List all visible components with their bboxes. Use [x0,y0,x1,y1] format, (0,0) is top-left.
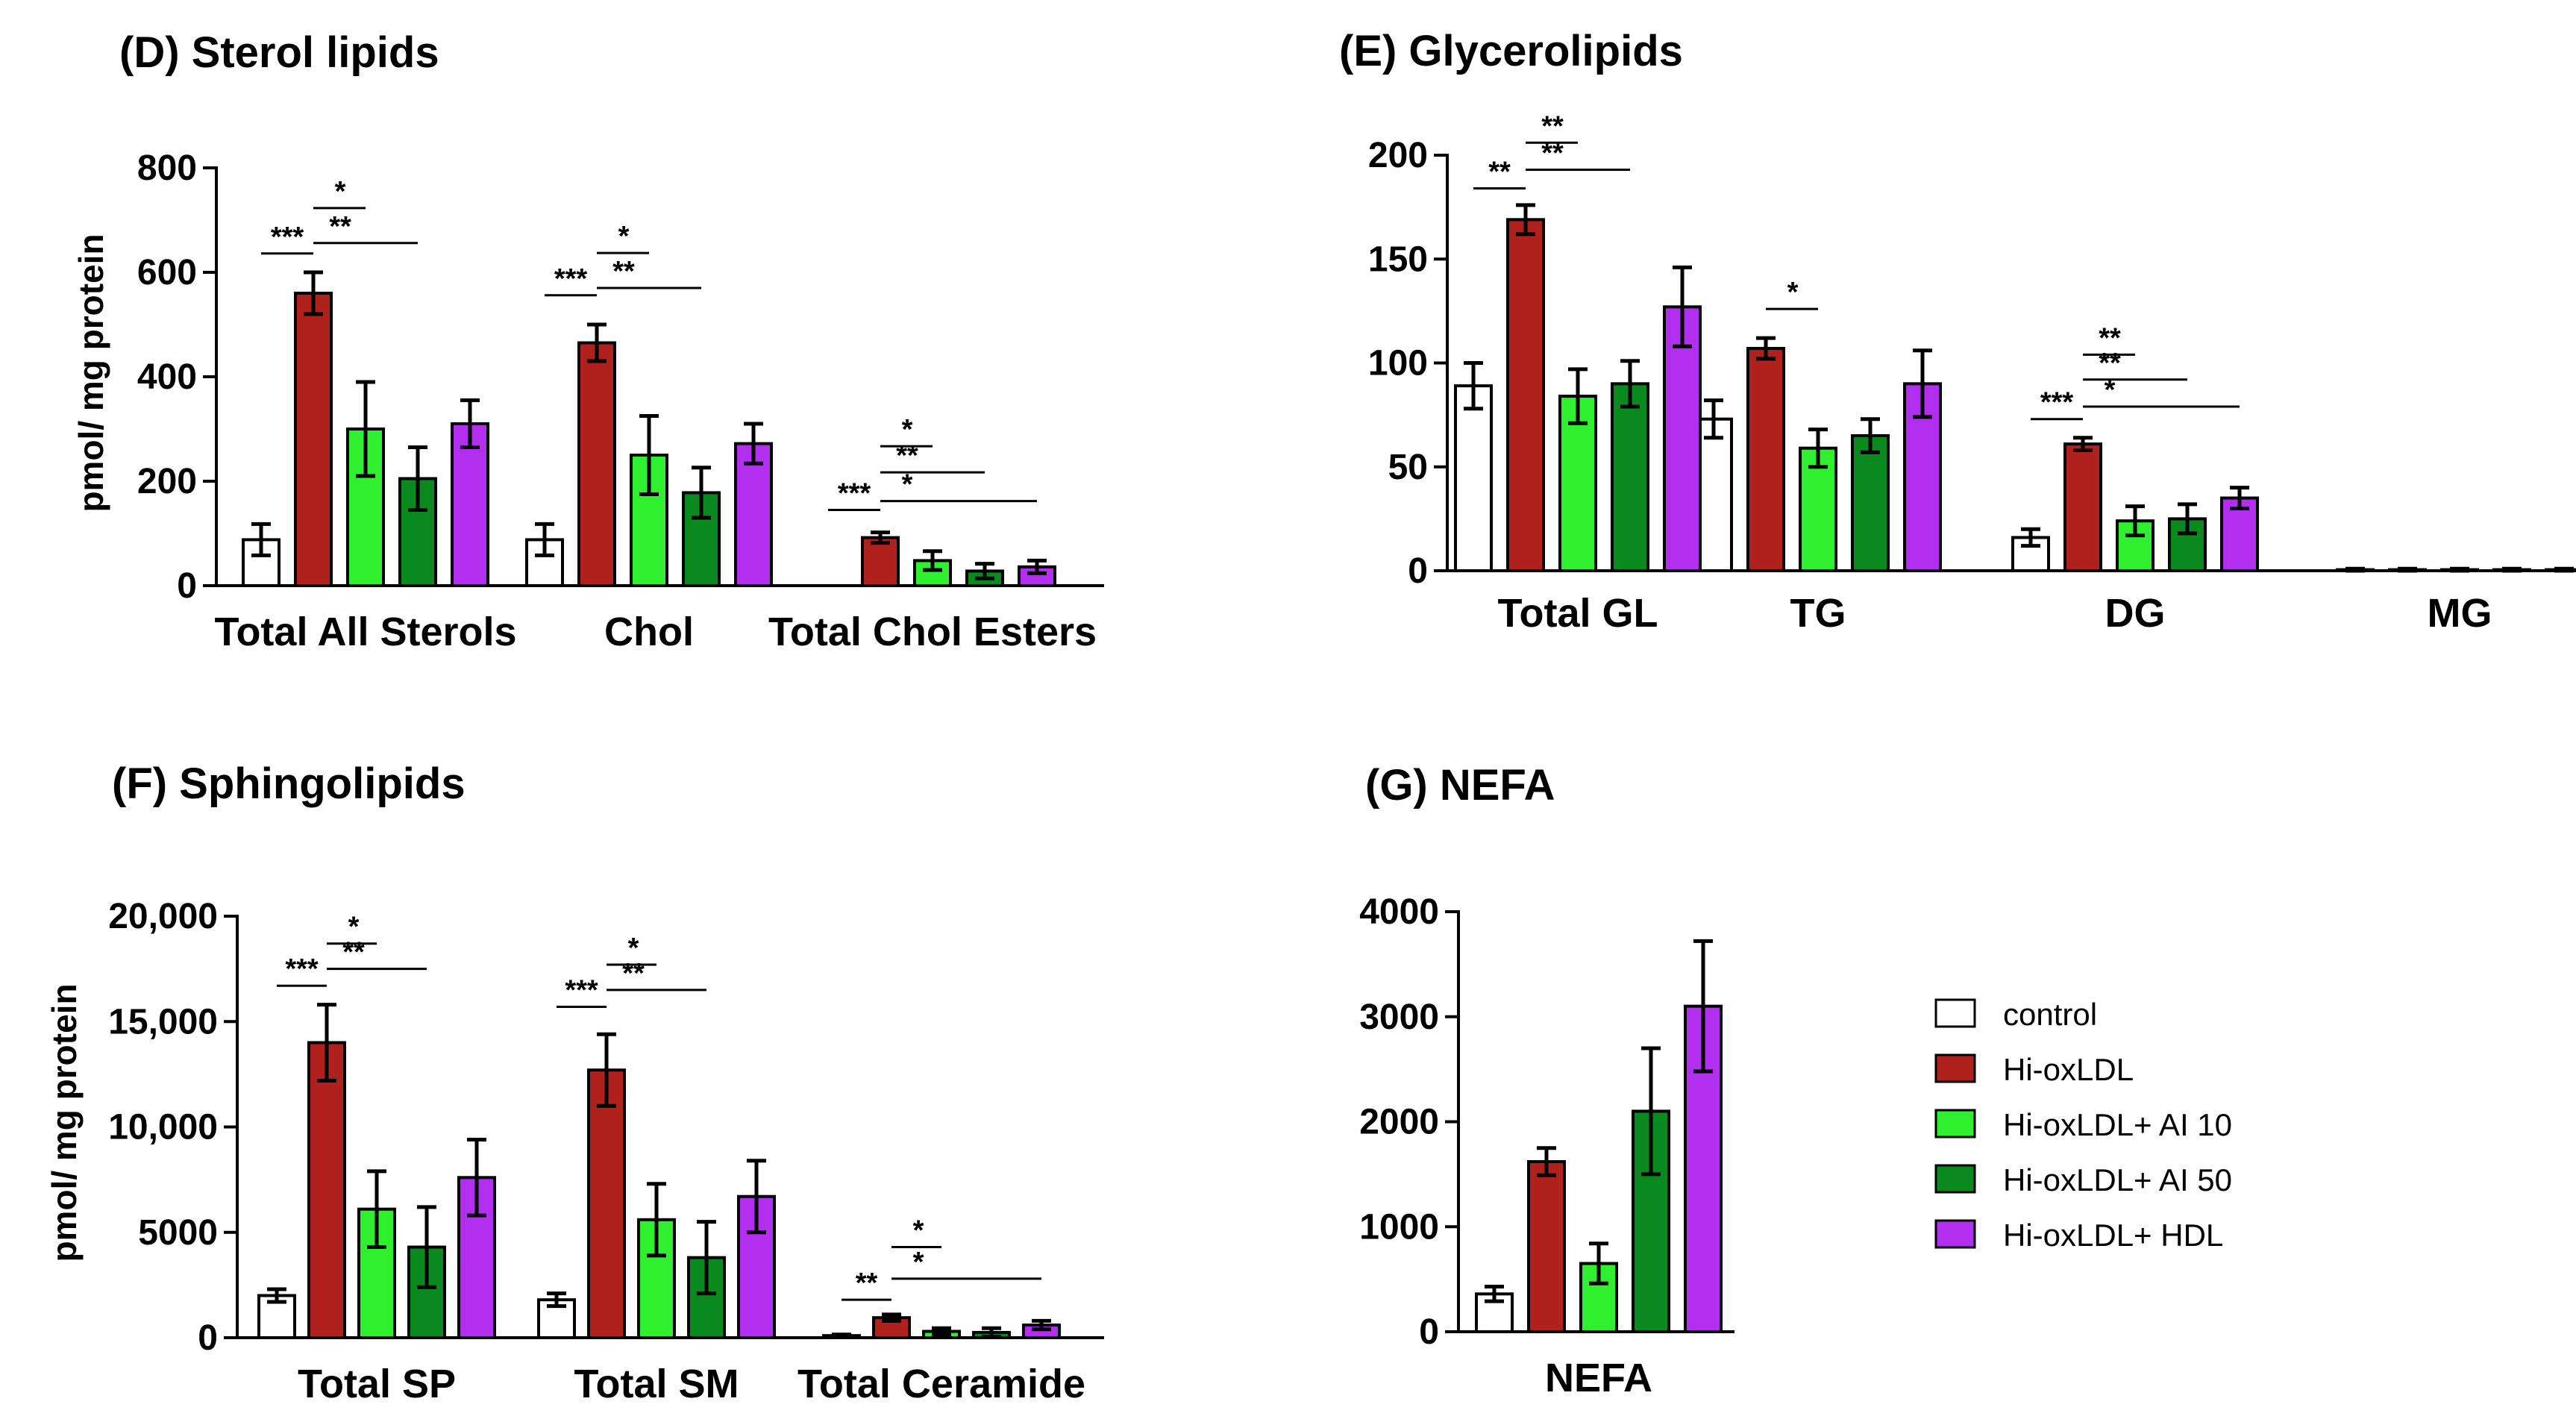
legend-swatch-hdl [1934,1219,1976,1249]
x-category-label-nefa: NEFA [1545,1356,1652,1400]
significance-label: ** [856,1268,878,1299]
significance-label: ** [896,440,918,472]
x-category-label-chol: Chol [604,610,694,654]
legend-swatch-hi-oxldl [1934,1053,1976,1083]
bar-total-ceramide-hi-oxldl [872,1316,911,1339]
y-axis-label: pmol/ mg protein [45,983,84,1262]
significance-label: * [628,933,639,964]
x-category-label-total-chol-esters: Total Chol Esters [768,610,1097,654]
significance-label: *** [285,953,319,985]
legend-swatch-ai10 [1934,1109,1976,1139]
y-tick-label: 100 [1368,344,1428,383]
legend-label-hi-oxldl: Hi-oxLDL [2003,1052,2134,1087]
panel-sphingolipids: (F) Sphingolipids pmol/ mg protein 0 5000… [45,760,1104,1406]
y-tick-label: 2000 [1359,1103,1439,1142]
x-category-label-total-ceramide: Total Ceramide [797,1362,1085,1406]
significance-label: *** [554,263,588,295]
x-category-label-total-all-sterols: Total All Sterols [214,610,516,654]
y-tick-label: 0 [177,566,197,606]
significance-label: ** [2099,322,2121,354]
y-tick-label: 3000 [1359,998,1439,1037]
legend: control Hi-oxLDL Hi-oxLDL+ AI 10 Hi-oxLD… [1934,997,2232,1253]
y-tick-label: 5000 [138,1213,218,1253]
y-axis-label: pmol/ mg protein [72,234,110,512]
bar-total-gl-hi-oxldl [1506,218,1545,572]
y-tick-label: 200 [1368,136,1428,175]
legend-label-ai10: Hi-oxLDL+ AI 10 [2003,1107,2232,1142]
bar-nefa-hi-oxldl [1527,1159,1566,1333]
y-tick-label: 50 [1388,448,1428,487]
y-tick-label: 0 [1419,1312,1439,1352]
significance-label: ** [1541,137,1564,169]
x-category-label-tg: TG [1790,591,1846,636]
bar-total-sm-hi-oxldl [587,1068,626,1339]
legend-swatch-ai50 [1934,1164,1976,1194]
x-category-label-dg: DG [2105,591,2166,636]
bar-total-sp-hi-oxldl [307,1041,346,1339]
y-tick-label: 20,000 [108,897,218,936]
panel-nefa: (G) NEFA 0 1000 2000 3000 4000 NEFA [1359,761,1734,1400]
y-tick-label: 0 [198,1318,218,1358]
panel-title: (E) Glycerolipids [1339,27,1683,75]
legend-label-control: control [2003,997,2097,1032]
significance-label: *** [2040,387,2074,419]
significance-label: * [913,1247,924,1278]
significance-label: ** [622,958,645,989]
x-category-label-mg: MG [2428,591,2492,636]
x-category-label-total-gl: Total GL [1498,591,1658,636]
bar-dg-hi-oxldl [2063,442,2102,572]
significance-label: * [902,469,913,501]
bar-total-chol-esters-hi-oxldl [861,536,900,587]
significance-label: ** [329,211,351,242]
bar-total-gl-hi-oxldl-hdl [1663,305,1702,572]
y-tick-label: 0 [1408,551,1428,591]
x-category-label-total-sm: Total SM [574,1362,739,1406]
significance-label: ** [1488,157,1511,188]
significance-label: * [913,1215,924,1247]
bar-total-all-sterols-hi-oxldl-ai-10 [346,428,385,587]
y-tick-label: 800 [137,148,197,188]
y-tick-label: 1000 [1359,1207,1439,1247]
panel-title: (F) Sphingolipids [112,760,466,808]
significance-label: * [902,414,913,445]
significance-label: ** [342,937,365,968]
significance-label: * [2105,375,2116,406]
bar-chol-hi-oxldl [577,341,616,587]
y-tick-label: 200 [137,462,197,501]
bar-total-all-sterols-hi-oxldl [294,292,333,587]
panel-glycerolipids: (E) Glycerolipids 0 50 100 150 200 Total GL TG… [1339,27,2576,636]
bar-tg-hi-oxldl [1746,347,1785,572]
panel-title: (D) Sterol lipids [119,28,439,77]
significance-label: ** [1541,110,1564,142]
significance-label: *** [271,222,304,253]
significance-label: * [618,221,630,252]
significance-label: * [1787,277,1799,308]
significance-label: *** [565,974,598,1006]
legend-swatch-control [1934,998,1976,1028]
panel-title: (G) NEFA [1365,761,1555,809]
bar-total-gl-hi-oxldl-ai-10 [1558,395,1597,572]
legend-label-ai50: Hi-oxLDL+ AI 50 [2003,1162,2232,1197]
x-category-label-total-sp: Total SP [298,1362,456,1406]
y-tick-label: 400 [137,357,197,397]
bar-total-gl-control [1454,384,1493,573]
y-tick-label: 15,000 [108,1002,218,1042]
legend-label-hdl: Hi-oxLDL+ HDL [2003,1218,2223,1253]
bar-chol-hi-oxldl-hdl [734,442,773,587]
significance-label: ** [612,256,635,287]
significance-label: *** [838,478,871,510]
significance-label: * [348,912,360,943]
significance-label: ** [2099,348,2121,379]
y-tick-label: 4000 [1359,892,1439,932]
bar-total-gl-hi-oxldl-ai-50 [1611,382,1649,572]
y-tick-label: 10,000 [108,1108,218,1147]
significance-label: * [335,176,346,207]
panel-sterol-lipids: (D) Sterol lipids pmol/ mg protein 0 200 4… [72,28,1104,654]
y-tick-label: 150 [1368,239,1428,279]
y-tick-label: 600 [137,253,197,292]
bar-tg-hi-oxldl-ai-50 [1851,433,1890,572]
